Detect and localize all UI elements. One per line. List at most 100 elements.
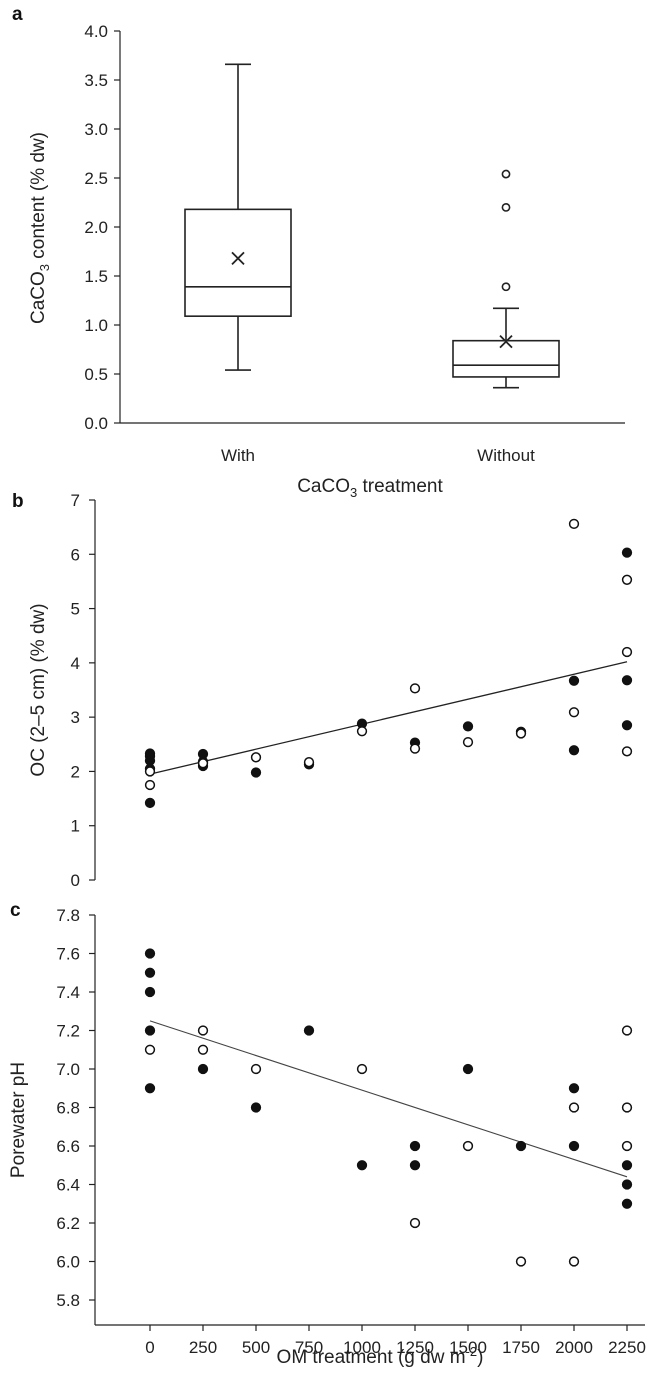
panel-a-y-tick-label: 3.0 xyxy=(84,120,108,139)
box-mean-marker xyxy=(231,251,245,265)
panel-c-filled-point xyxy=(621,1160,633,1171)
panel-a-y-axis-title: CaCO3 content (% dw) xyxy=(28,132,52,324)
panel-c-x-tick-label: 2250 xyxy=(608,1338,646,1357)
panel-c-x-tick-label: 1750 xyxy=(502,1338,540,1357)
panel-c-filled-point xyxy=(144,1083,156,1094)
panel-c-filled-point xyxy=(144,948,156,959)
panel-b-filled-point xyxy=(621,547,633,558)
panel-a-y-tick-label: 0.5 xyxy=(84,365,108,384)
panel-a-y-tick-label: 1.5 xyxy=(84,267,108,286)
panel-c-x-tick-label: 2000 xyxy=(555,1338,593,1357)
panel-c-y-tick-label: 5.8 xyxy=(56,1291,80,1310)
panel-b-filled-point xyxy=(197,748,209,760)
panel-c-open-point xyxy=(621,1102,633,1113)
panel-b-open-point xyxy=(144,766,156,777)
panel-a-letter: a xyxy=(12,4,23,25)
panel-c-open-point xyxy=(515,1256,527,1267)
panel-b-open-point xyxy=(356,726,368,737)
panel-b-open-point xyxy=(568,707,580,718)
panel-c-y-axis-title: Porewater pH xyxy=(8,1062,29,1178)
panel-c-filled-point xyxy=(409,1160,421,1171)
panel-b-y-ticks: 0 1 2 3 4 5 6 7 xyxy=(71,491,95,890)
panel-c-open-point xyxy=(568,1256,580,1267)
panel-b-open-point xyxy=(462,736,474,748)
panel-a-category-label: With xyxy=(221,446,255,465)
panel-c-open-point xyxy=(462,1140,474,1152)
panel-b-y-tick-label: 0 xyxy=(71,871,80,890)
panel-c-x-tick-label: 1250 xyxy=(396,1338,434,1357)
panel-c-open-point xyxy=(621,1140,633,1152)
panel-b-y-axis-title: OC (2–5 cm) (% dw) xyxy=(28,603,49,776)
box-iqr-rect xyxy=(452,339,560,378)
panel-c-y-tick-label: 7.0 xyxy=(56,1060,80,1079)
panel-c-open-point xyxy=(409,1217,421,1229)
panel-c-x-ticks: 0 250 500 750 1000 1250 1500 1750 2000 2250 xyxy=(145,1325,646,1357)
panel-c-open-point xyxy=(144,1044,156,1055)
panel-b-filled-point xyxy=(621,720,633,731)
box-mean-marker xyxy=(499,335,513,349)
panel-c-filled-point xyxy=(621,1198,633,1209)
panel-c-filled-point xyxy=(144,986,156,998)
panel-a-y-tick-label: 4.0 xyxy=(84,22,108,41)
panel-a-y-ticks: 0.0 0.5 1.0 1.5 2.0 2.5 3.0 3.5 4.0 xyxy=(84,22,120,433)
panel-a-y-tick-label: 0.0 xyxy=(84,414,108,433)
panel-a-boxes xyxy=(184,63,560,389)
panel-c-open-point xyxy=(356,1063,368,1075)
panel-a-y-tick-label: 2.5 xyxy=(84,169,108,188)
panel-b-open-point xyxy=(409,743,421,754)
panel-b-open-point xyxy=(515,728,527,739)
panel-c-open-point xyxy=(197,1025,209,1036)
panel-a-x-categories: With Without xyxy=(221,446,535,465)
panel-b-y-tick-label: 6 xyxy=(71,545,80,564)
panel-b-trendline xyxy=(149,661,628,775)
panel-c-x-tick-label: 0 xyxy=(145,1338,154,1357)
panel-b-open-point xyxy=(144,779,156,791)
panel-c-filled-point xyxy=(197,1063,209,1075)
panel-b-open-point xyxy=(303,757,315,768)
panel-c-filled-point xyxy=(356,1160,368,1171)
panel-b-open-point xyxy=(568,518,580,530)
panel-a-category-label: Without xyxy=(477,446,535,465)
panel-c-x-tick-label: 1500 xyxy=(449,1338,487,1357)
panel-b-scatter: b 0 1 2 3 4 5 6 7 OC (2–5 cm) (% dw) xyxy=(12,491,633,890)
panel-c-y-tick-label: 7.8 xyxy=(56,906,80,925)
panel-b-open-point xyxy=(621,574,633,585)
panel-b-y-tick-label: 7 xyxy=(71,491,80,510)
panel-a-y-tick-label: 1.0 xyxy=(84,316,108,335)
panel-c-x-tick-label: 1000 xyxy=(343,1338,381,1357)
panel-c-y-tick-label: 6.6 xyxy=(56,1137,80,1156)
panel-a-y-tick-label: 2.0 xyxy=(84,218,108,237)
panel-c-filled-point xyxy=(621,1179,633,1190)
panel-b-open-point xyxy=(621,746,633,757)
panel-b-letter: b xyxy=(12,491,24,512)
panel-c-y-tick-label: 6.0 xyxy=(56,1253,80,1272)
panel-c-filled-point xyxy=(144,967,156,978)
panel-c-x-tick-label: 500 xyxy=(242,1338,270,1357)
panel-b-filled-point xyxy=(250,767,262,778)
panel-c-points xyxy=(144,948,633,1267)
panel-c-letter: c xyxy=(10,900,21,921)
panel-b-filled-point xyxy=(462,721,474,732)
panel-c-y-tick-label: 7.6 xyxy=(56,945,80,964)
panel-c-x-axis-title: OM treatment (g dw m-2) xyxy=(277,1344,484,1368)
panel-b-open-point xyxy=(250,752,262,763)
panel-b-y-tick-label: 1 xyxy=(71,817,80,836)
panel-c-filled-point xyxy=(568,1083,580,1094)
panel-c-filled-point xyxy=(568,1140,580,1152)
panel-c-filled-point xyxy=(409,1140,421,1152)
panel-b-y-tick-label: 3 xyxy=(71,708,80,727)
box-outlier-point xyxy=(501,202,511,212)
panel-c-filled-point xyxy=(303,1025,315,1036)
panel-a-x-axis-title: CaCO3 treatment xyxy=(297,476,443,500)
panel-b-filled-point xyxy=(621,675,633,686)
panel-c-filled-point xyxy=(462,1063,474,1075)
panel-c-filled-point xyxy=(250,1102,262,1113)
panel-b-points xyxy=(144,518,633,809)
panel-c-x-tick-label: 750 xyxy=(295,1338,323,1357)
panel-c-x-tick-label: 250 xyxy=(189,1338,217,1357)
panel-b-filled-point xyxy=(144,748,156,759)
panel-c-scatter: c 5.8 6.0 6.2 6.4 6.6 6.8 7.0 7.2 7.4 7.6 7.8 0 250… xyxy=(8,900,646,1368)
panel-b-filled-point xyxy=(144,797,156,809)
panel-c-y-tick-label: 6.8 xyxy=(56,1099,80,1118)
panel-b-open-point xyxy=(621,646,633,658)
